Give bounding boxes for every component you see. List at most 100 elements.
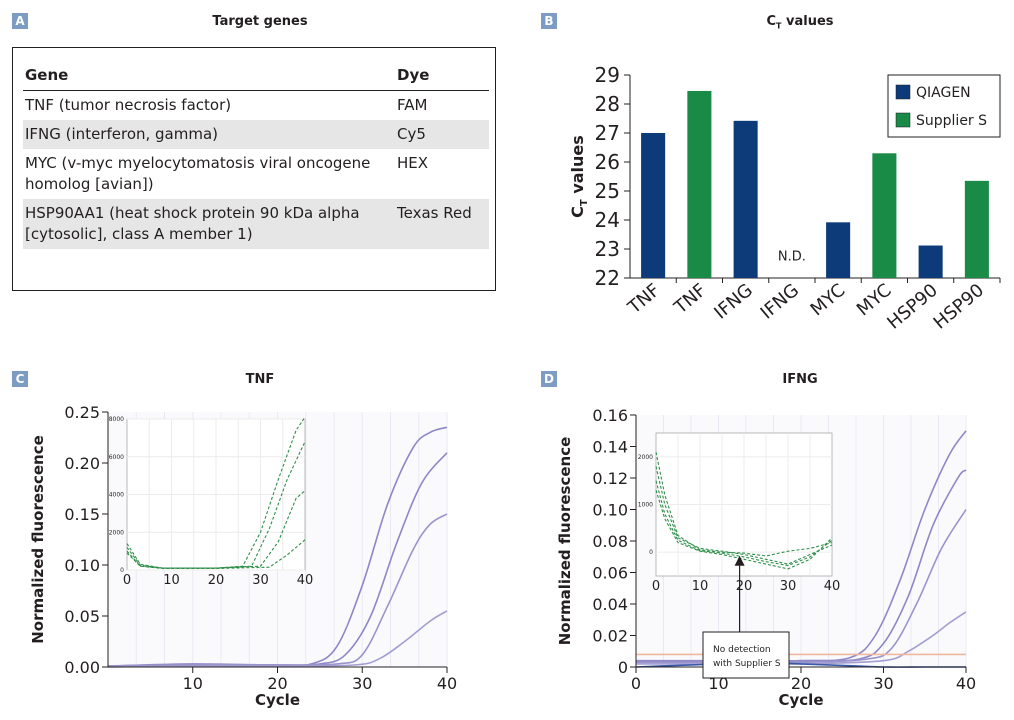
inset-x-tick-label: 40 bbox=[297, 573, 314, 588]
gene-cell: MYC (v-myc myelocytomatosis viral oncoge… bbox=[25, 154, 371, 193]
table-row: MYC (v-myc myelocytomatosis viral oncoge… bbox=[23, 149, 489, 199]
y-tick-label: 0.02 bbox=[592, 627, 628, 646]
inset-x-tick-label: 40 bbox=[824, 579, 841, 594]
bar bbox=[872, 153, 897, 278]
y-tick-label: 0.04 bbox=[592, 595, 628, 614]
panel-b-label: B bbox=[541, 13, 557, 29]
inset-x-tick-label: 10 bbox=[692, 579, 709, 594]
x-tick-label: MYC bbox=[807, 280, 850, 321]
x-tick-label: HSP90 bbox=[930, 280, 988, 334]
legend-label: QIAGEN bbox=[916, 85, 971, 101]
gene-cell: TNF (tumor necrosis factor) bbox=[25, 96, 232, 114]
table-row: HSP90AA1 (heat shock protein 90 kDa alph… bbox=[23, 199, 489, 249]
y-tick-label: 0.14 bbox=[592, 438, 628, 457]
y-tick-label: 0.00 bbox=[64, 658, 100, 677]
x-tick-label: TNF bbox=[623, 280, 664, 319]
y-tick-label: 0.08 bbox=[592, 532, 628, 551]
y-tick-label: 0.25 bbox=[64, 403, 100, 422]
x-axis-label: Cycle bbox=[779, 691, 824, 709]
table-row: TNF (tumor necrosis factor) FAM bbox=[23, 91, 489, 121]
x-tick-label: 20 bbox=[267, 674, 287, 693]
inset-y-tick-label: 2000 bbox=[638, 454, 653, 461]
panel-d-label: D bbox=[541, 371, 557, 387]
x-tick-label: IFNG bbox=[710, 280, 756, 324]
gene-column-header: Gene bbox=[23, 62, 395, 91]
inset-y-tick-label: 6000 bbox=[109, 454, 124, 461]
gene-cell: HSP90AA1 (heat shock protein 90 kDa alph… bbox=[23, 199, 395, 249]
x-tick-label: 10 bbox=[708, 674, 728, 693]
callout-box bbox=[702, 631, 790, 679]
x-tick-label: 10 bbox=[183, 674, 203, 693]
dye-cell: FAM bbox=[397, 96, 428, 114]
inset-y-tick-label: 4000 bbox=[109, 492, 124, 499]
panel-a-title: Target genes bbox=[212, 14, 308, 29]
legend-swatch bbox=[895, 112, 911, 128]
bar bbox=[733, 120, 758, 278]
panel-c-label: C bbox=[12, 371, 28, 387]
x-tick-label: 30 bbox=[873, 674, 893, 693]
callout-text-line: No detection bbox=[713, 645, 771, 655]
y-tick-label: 24 bbox=[595, 208, 620, 232]
series-line bbox=[107, 610, 448, 668]
inset-x-tick-label: 10 bbox=[163, 573, 180, 588]
x-tick-label: 40 bbox=[956, 674, 976, 693]
y-tick-label: 0.15 bbox=[64, 505, 100, 524]
y-axis-label: Normalized fluorescence bbox=[556, 437, 574, 646]
y-tick-label: 23 bbox=[595, 237, 620, 261]
panel-b-title: CT values bbox=[700, 14, 900, 31]
y-tick-label: 26 bbox=[595, 150, 620, 174]
panel-c-title: TNF bbox=[245, 372, 275, 387]
y-tick-label: 0.16 bbox=[592, 406, 628, 425]
series-line bbox=[107, 426, 448, 667]
y-axis-label: Normalized fluorescence bbox=[29, 435, 47, 644]
bar bbox=[964, 180, 989, 278]
x-tick-label: 20 bbox=[791, 674, 811, 693]
series-line bbox=[107, 513, 448, 667]
inset-x-tick-label: 20 bbox=[208, 573, 225, 588]
dye-cell: Cy5 bbox=[395, 120, 489, 149]
y-tick-label: 0.10 bbox=[592, 501, 628, 520]
x-axis-label: Cycle bbox=[255, 691, 300, 709]
inset-series-line bbox=[655, 480, 833, 567]
x-tick-label: HSP90 bbox=[883, 280, 941, 334]
panel-a-label: A bbox=[12, 13, 28, 29]
panel-b-title-rest: values bbox=[781, 14, 834, 29]
gene-cell: IFNG (interferon, gamma) bbox=[23, 120, 395, 149]
bar-annotation: N.D. bbox=[778, 250, 806, 265]
inset-x-tick-label: 30 bbox=[780, 579, 797, 594]
gene-table-body: TNF (tumor necrosis factor) FAM IFNG (inte… bbox=[23, 91, 489, 249]
bar bbox=[918, 245, 943, 278]
gene-table: Gene Dye TNF (tumor necrosis factor) FAM I… bbox=[12, 47, 496, 291]
inset-x-tick-label: 0 bbox=[123, 573, 131, 588]
inset-x-tick-label: 20 bbox=[736, 579, 753, 594]
bar bbox=[641, 133, 666, 278]
inset-series-line bbox=[126, 441, 306, 569]
x-tick-label: 0 bbox=[631, 674, 641, 693]
inset-y-tick-label: 0 bbox=[120, 567, 124, 574]
y-axis-label: CT values bbox=[568, 135, 590, 218]
y-tick-label: 22 bbox=[595, 266, 620, 290]
x-tick-label: 30 bbox=[352, 674, 372, 693]
y-tick-label: 28 bbox=[595, 92, 620, 116]
inset-y-tick-label: 2000 bbox=[109, 529, 124, 536]
panel-d-title: IFNG bbox=[782, 372, 818, 387]
dye-cell: HEX bbox=[397, 154, 429, 172]
y-tick-label: 0.06 bbox=[592, 564, 628, 583]
dye-column-header: Dye bbox=[395, 62, 489, 91]
bar bbox=[826, 222, 851, 278]
y-tick-label: 29 bbox=[595, 63, 620, 87]
bar bbox=[687, 90, 712, 278]
y-tick-label: 0.10 bbox=[64, 556, 100, 575]
y-tick-label: 27 bbox=[595, 121, 620, 145]
inset-x-tick-label: 30 bbox=[252, 573, 269, 588]
table-row: IFNG (interferon, gamma) Cy5 bbox=[23, 120, 489, 149]
inset-series-line bbox=[655, 466, 833, 565]
x-tick-label: TNF bbox=[670, 280, 711, 319]
inset-series-line bbox=[655, 490, 833, 570]
inset-x-tick-label: 0 bbox=[652, 579, 660, 594]
inset-y-tick-label: 0 bbox=[649, 549, 653, 556]
panel-b-title-main: C bbox=[766, 14, 777, 29]
callout-arrow-head bbox=[734, 555, 745, 566]
inset-y-tick-label: 1000 bbox=[638, 502, 653, 509]
